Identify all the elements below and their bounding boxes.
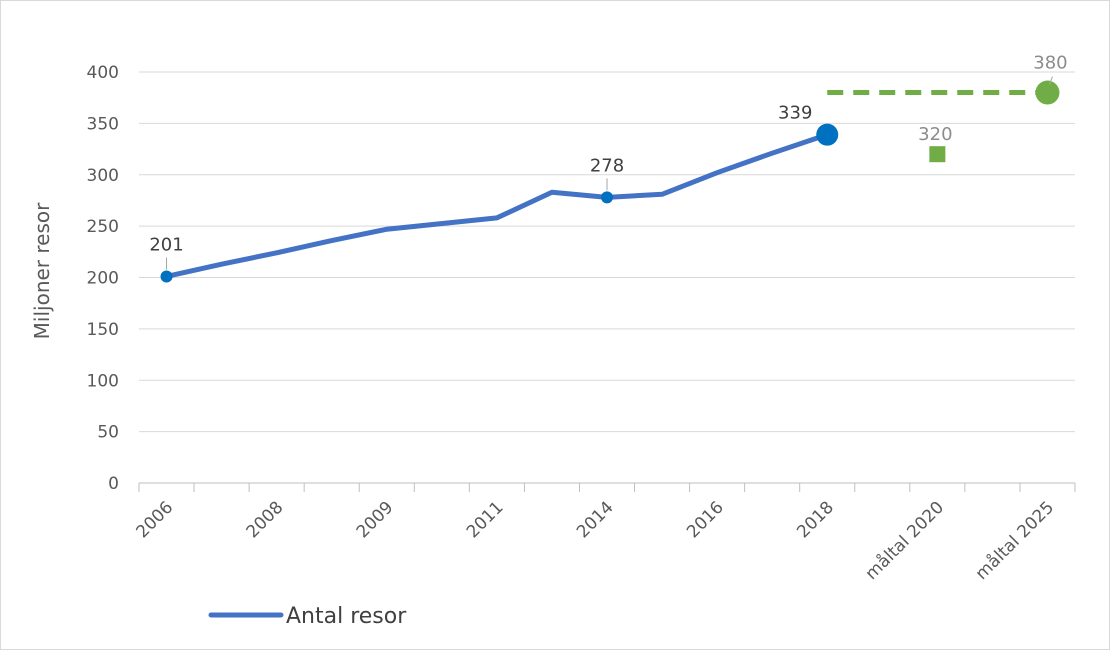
data-point-2006	[160, 270, 173, 283]
leader-line-maltal-2025	[1049, 76, 1053, 85]
series-layer	[160, 80, 1060, 283]
data-label-2014: 278	[590, 155, 624, 176]
legend-label-antal-resor: Antal resor	[286, 604, 407, 629]
x-tick-label-måltal-2025: måltal 2025	[971, 497, 1058, 584]
y-tick-label-50: 50	[97, 423, 119, 443]
series-line-antal-resor	[164, 132, 830, 279]
target-marker-maltal-2020	[929, 146, 946, 163]
x-tick-label-2009: 2009	[353, 498, 398, 543]
y-tick-label-150: 150	[87, 320, 119, 340]
x-tick-label-måltal-2020: måltal 2020	[861, 497, 948, 584]
y-axis-ticks: 0 50 100 150 200 250 300 350 400	[87, 63, 119, 494]
x-tick-label-2011: 2011	[463, 498, 508, 543]
data-point-2014	[601, 191, 613, 204]
data-label-2018: 339	[778, 103, 812, 124]
target-marker-maltal-2025	[1035, 80, 1060, 105]
x-tick-label-2016: 2016	[683, 498, 728, 543]
data-labels: 201 278 339 320 380	[149, 53, 1068, 270]
y-tick-label-300: 300	[87, 166, 119, 186]
y-tick-label-100: 100	[87, 371, 119, 391]
gridlines	[139, 71, 1075, 484]
x-tick-label-2018: 2018	[793, 498, 838, 543]
y-tick-label-200: 200	[87, 269, 119, 289]
data-label-2006: 201	[149, 234, 183, 255]
data-label-maltal-2020: 320	[918, 124, 952, 145]
y-tick-label-0: 0	[108, 474, 119, 494]
y-tick-label-250: 250	[87, 217, 119, 237]
y-tick-label-400: 400	[87, 63, 119, 83]
y-axis-label: Miljoner resor	[30, 202, 54, 339]
x-tick-label-2014: 2014	[573, 498, 618, 543]
legend: Antal resor	[208, 604, 407, 629]
data-label-maltal-2025: 380	[1033, 53, 1067, 74]
x-tick-label-2008: 2008	[243, 498, 288, 543]
y-tick-label-350: 350	[87, 114, 119, 134]
x-tick-label-2006: 2006	[133, 498, 178, 543]
x-axis: 2006 2008 2009 2011 2014 2016 2018 måltal 2020 m…	[133, 483, 1076, 584]
data-point-2018	[816, 123, 839, 146]
